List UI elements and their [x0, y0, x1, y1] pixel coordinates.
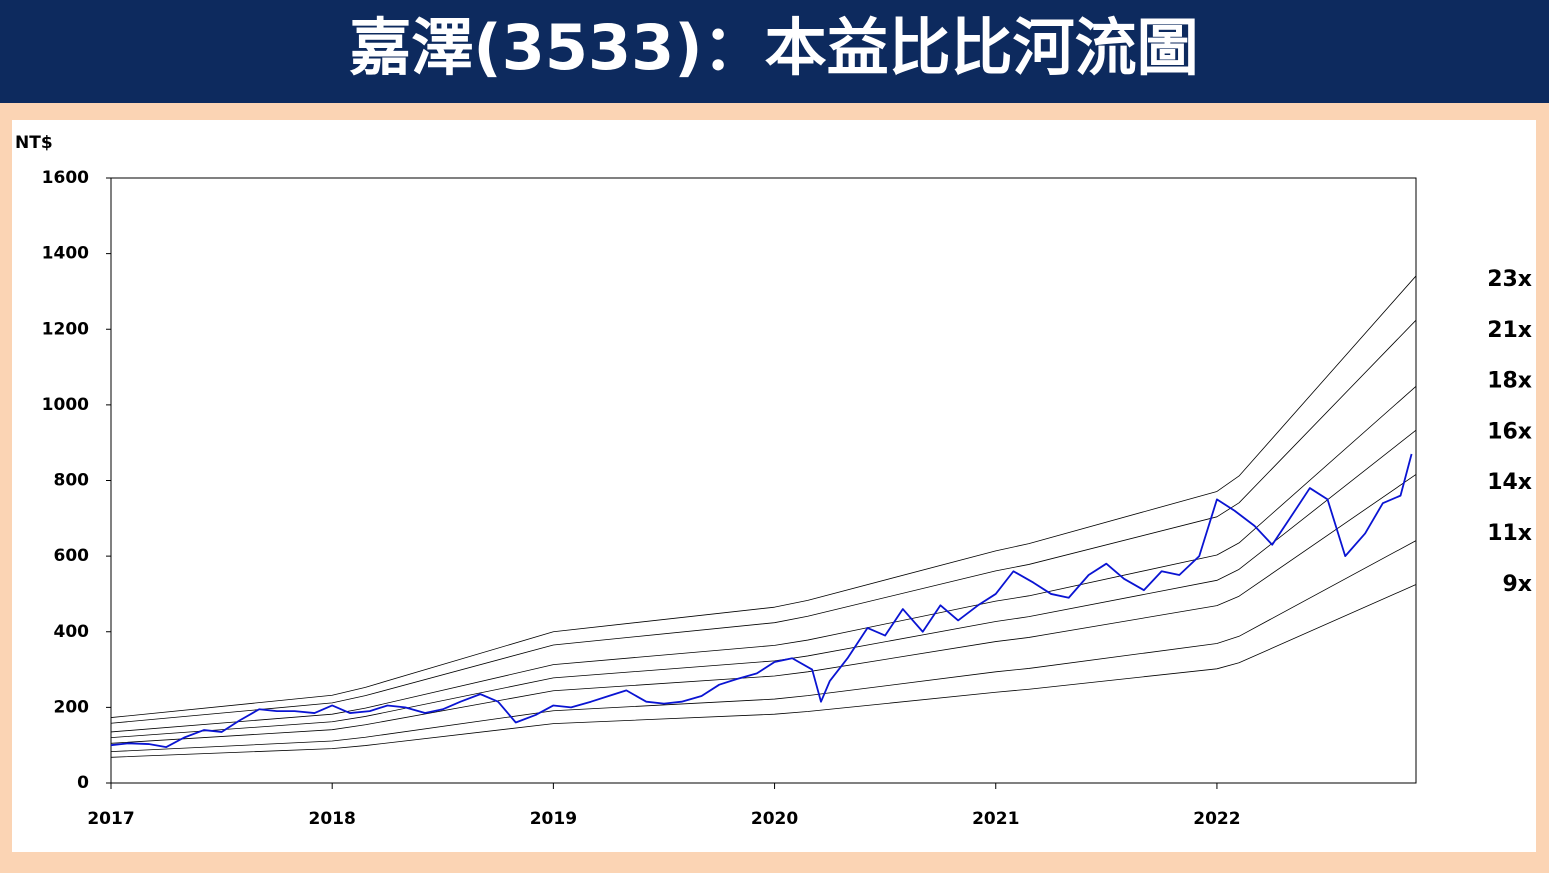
band-label: 11x [1487, 521, 1532, 546]
y-tick-label: 800 [54, 471, 90, 491]
chart-title: 嘉澤(3533)：本益比比河流圖 [349, 11, 1198, 84]
x-tick-label: 2021 [972, 809, 1019, 829]
x-tick-label: 2018 [309, 809, 356, 829]
pe-band-line [110, 584, 1417, 758]
y-axis-label: NT$ [15, 133, 53, 153]
band-label: 14x [1487, 470, 1532, 495]
band-label: 9x [1503, 572, 1533, 597]
price-line [110, 453, 1413, 748]
band-label: 21x [1487, 318, 1532, 343]
chart-panel [12, 120, 1536, 852]
pe-band-line [110, 540, 1417, 753]
y-tick-label: 600 [54, 546, 90, 566]
x-tick-label: 2019 [530, 809, 577, 829]
y-tick-label: 400 [54, 622, 90, 642]
y-tick-label: 1200 [42, 319, 89, 339]
band-label: 18x [1487, 369, 1532, 394]
y-tick-label: 0 [77, 773, 89, 793]
band-label: 16x [1487, 419, 1532, 444]
pe-band-line [110, 429, 1417, 739]
y-tick-label: 1600 [42, 168, 89, 188]
title-bar [0, 0, 1549, 103]
x-tick-label: 2022 [1193, 809, 1240, 829]
pe-band-line [110, 319, 1417, 724]
x-tick-label: 2020 [751, 809, 798, 829]
pe-band-line [110, 275, 1417, 718]
y-tick-label: 200 [54, 697, 90, 717]
pe-band-line [110, 386, 1417, 733]
y-tick-label: 1000 [42, 395, 89, 415]
pe-band-line [110, 474, 1417, 744]
band-label: 23x [1487, 267, 1532, 292]
y-tick-label: 1400 [42, 244, 89, 264]
x-tick-label: 2017 [87, 809, 134, 829]
